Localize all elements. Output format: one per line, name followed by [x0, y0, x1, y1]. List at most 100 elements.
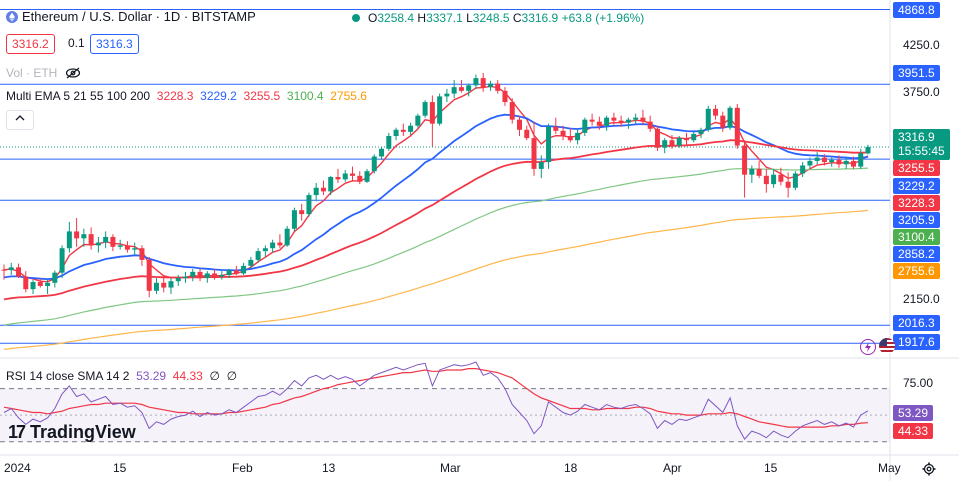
candle-body	[313, 187, 319, 196]
candle-body	[59, 248, 65, 273]
ema200-line	[3, 209, 869, 350]
visibility-off-icon[interactable]	[65, 67, 81, 79]
ema5-value: 3228.3	[156, 89, 194, 103]
candle-body	[850, 160, 856, 167]
candle-body	[379, 148, 385, 157]
candle-body	[749, 168, 755, 175]
open-value: 3258.4	[377, 11, 415, 25]
sell-price-button[interactable]: 3316.2	[6, 34, 55, 54]
candle-body	[516, 119, 522, 130]
chevron-up-icon	[15, 115, 25, 121]
candle-body	[611, 117, 617, 121]
candle-body	[640, 117, 646, 122]
candle-body	[190, 271, 196, 277]
y-tick-label: 2150.0	[903, 292, 940, 306]
candle-body	[146, 259, 152, 291]
candle-body	[248, 259, 254, 266]
symbol-title[interactable]: Ethereum / U.S. Dollar · 1D · BITSTAMP	[6, 9, 256, 24]
rsi-tick-label: 75.00	[903, 376, 934, 390]
price-tag: 3205.9	[893, 212, 940, 228]
settings-icon[interactable]	[922, 462, 936, 476]
candle-body	[45, 282, 51, 286]
candle-body	[299, 210, 305, 215]
eth-icon	[6, 11, 18, 23]
candle-body	[400, 129, 406, 132]
candle-body	[705, 108, 711, 130]
price-tag: 3100.4	[893, 229, 940, 245]
candle-body	[197, 271, 203, 279]
candle-body	[219, 274, 225, 277]
collapse-legend-button[interactable]	[6, 110, 34, 130]
lightning-icon[interactable]	[860, 339, 876, 355]
candle-body	[30, 282, 36, 290]
ema-legend[interactable]: Multi EMA 5 21 55 100 200 3228.3 3229.2 …	[6, 89, 367, 103]
candle-body	[531, 138, 537, 169]
price-tag: 2016.3	[893, 315, 940, 331]
rsi-sma-line	[3, 368, 869, 428]
candle-body	[357, 175, 363, 182]
candle-body	[386, 136, 392, 149]
x-tick-label: May	[878, 461, 901, 475]
rsi-label: RSI 14 close SMA 14 2	[6, 369, 130, 383]
x-tick-label: Feb	[232, 461, 253, 475]
candle-body	[103, 236, 109, 243]
candle-body	[771, 174, 777, 185]
market-open-dot	[352, 14, 360, 22]
candle-body	[241, 265, 247, 274]
candle-body	[37, 282, 43, 286]
tradingview-logo[interactable]: 17 TradingView	[8, 422, 136, 443]
candle-body	[8, 267, 14, 271]
candle-body	[212, 273, 218, 277]
candle-body	[778, 174, 784, 182]
volume-label: Vol · ETH	[6, 66, 58, 80]
buy-price-button[interactable]: 3316.3	[90, 34, 139, 54]
candle-body	[124, 245, 130, 250]
ema55-value: 3255.5	[243, 89, 281, 103]
rsi-legend[interactable]: RSI 14 close SMA 14 2 53.29 44.33 ∅ ∅	[6, 369, 237, 383]
volume-legend[interactable]: Vol · ETH	[6, 66, 81, 80]
candle-body	[800, 165, 806, 174]
price-tag: 2755.6	[893, 263, 940, 279]
candle-body	[509, 102, 515, 120]
price-tag: 3951.5	[893, 65, 940, 81]
rsi-sma-tag: 44.33	[893, 423, 934, 439]
candle-body	[262, 248, 268, 252]
candle-body	[829, 159, 835, 163]
candle-body	[495, 83, 501, 91]
spread-value: 0.1	[68, 36, 85, 50]
candle-body	[792, 173, 798, 188]
candle-body	[502, 90, 508, 103]
candle-body	[582, 119, 588, 133]
x-tick-label: 15	[764, 461, 778, 475]
candle-body	[807, 160, 813, 166]
tradingview-glyph: 17	[8, 422, 26, 442]
x-tick-label: 13	[322, 461, 336, 475]
candle-body	[66, 231, 72, 249]
tradingview-wordmark: TradingView	[30, 422, 136, 442]
ema100-line	[3, 167, 869, 326]
candle-body	[226, 270, 232, 275]
candle-body	[596, 121, 602, 126]
rsi-value: 53.29	[136, 369, 167, 383]
candle-body	[647, 121, 653, 129]
ema21-value: 3229.2	[200, 89, 237, 103]
candle-body	[785, 181, 791, 188]
candle-body	[110, 236, 116, 247]
candle-body	[204, 273, 210, 279]
candle-body	[415, 115, 421, 126]
candle-body	[473, 78, 479, 86]
us-flag-icon[interactable]	[879, 338, 895, 354]
candle-body	[698, 129, 704, 134]
candle-body	[480, 78, 486, 88]
candle-body	[814, 157, 820, 161]
candle-body	[306, 195, 312, 215]
candle-body	[734, 107, 740, 146]
candle-body	[821, 157, 827, 163]
candle-body	[451, 87, 457, 94]
candle-body	[233, 270, 239, 274]
candle-body	[168, 281, 174, 288]
candle-body	[683, 138, 689, 141]
price-tag: 2858.2	[893, 246, 940, 262]
ohlc-readout: O3258.4 H3337.1 L3248.5 C3316.9 +63.8 (+…	[352, 11, 644, 25]
